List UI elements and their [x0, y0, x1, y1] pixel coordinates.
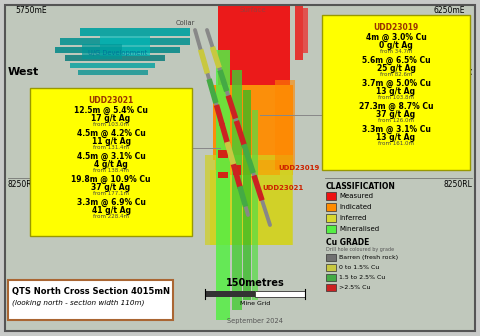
Text: >2.5% Cu: >2.5% Cu — [339, 285, 371, 290]
Text: 27.3m @ 8.7% Cu: 27.3m @ 8.7% Cu — [359, 102, 433, 111]
Bar — [326, 225, 336, 233]
Text: 13 g/t Ag: 13 g/t Ag — [376, 87, 416, 96]
Bar — [303, 8, 308, 53]
Text: from 177.1m: from 177.1m — [93, 191, 129, 196]
Text: 6250mE: 6250mE — [433, 6, 465, 15]
Text: from 34.7m: from 34.7m — [380, 49, 412, 54]
Text: Barren (fresh rock): Barren (fresh rock) — [339, 255, 398, 260]
Bar — [205, 291, 255, 297]
Text: U/G Development: U/G Development — [88, 50, 148, 56]
Bar — [210, 170, 292, 245]
Bar — [8, 280, 173, 320]
Bar — [82, 44, 122, 59]
Text: September 2024: September 2024 — [227, 318, 283, 324]
Text: Cu GRADE: Cu GRADE — [326, 238, 370, 247]
Bar — [326, 274, 336, 281]
Text: from 228.4m: from 228.4m — [93, 214, 129, 219]
Bar — [220, 160, 280, 175]
Bar — [232, 70, 242, 310]
Text: Measured: Measured — [339, 193, 373, 199]
Text: Indicated: Indicated — [339, 204, 372, 210]
Text: Mine Grid: Mine Grid — [240, 301, 270, 306]
Text: 4.5m @ 4.2% Cu: 4.5m @ 4.2% Cu — [77, 129, 145, 138]
Bar — [275, 80, 295, 170]
Text: 8250RL: 8250RL — [443, 180, 472, 189]
Bar — [216, 50, 230, 320]
Text: 3.7m @ 5.0% Cu: 3.7m @ 5.0% Cu — [361, 79, 431, 88]
Bar — [205, 155, 293, 245]
Text: 4 g/t Ag: 4 g/t Ag — [94, 160, 128, 169]
Text: 25 g/t Ag: 25 g/t Ag — [377, 64, 415, 73]
Text: 0 g/t Ag: 0 g/t Ag — [379, 41, 413, 50]
Text: from 82.6m: from 82.6m — [380, 72, 412, 77]
Bar — [326, 254, 336, 261]
Bar — [100, 36, 150, 56]
Text: UDD23021: UDD23021 — [262, 185, 303, 191]
Text: from 103.8m: from 103.8m — [378, 95, 414, 100]
Bar — [295, 5, 303, 60]
Bar — [218, 150, 228, 158]
Text: QTS North Cross Section 4015mN: QTS North Cross Section 4015mN — [12, 287, 170, 296]
Text: West: West — [8, 67, 39, 77]
Bar — [326, 264, 336, 271]
Text: from 161.0m: from 161.0m — [378, 141, 414, 146]
Bar — [80, 28, 190, 36]
Text: 37 g/t Ag: 37 g/t Ag — [376, 110, 416, 119]
Bar — [55, 47, 180, 53]
Text: Drill hole coloured by grade: Drill hole coloured by grade — [326, 247, 394, 252]
Bar — [213, 85, 293, 160]
Text: 19.8m @ 10.9% Cu: 19.8m @ 10.9% Cu — [71, 175, 151, 184]
Text: 150metres: 150metres — [226, 278, 284, 288]
Text: UDD23021: UDD23021 — [88, 96, 133, 105]
Bar — [326, 192, 336, 200]
Text: 5.6m @ 6.5% Cu: 5.6m @ 6.5% Cu — [362, 56, 430, 65]
Bar — [255, 291, 305, 297]
Text: Surface: Surface — [240, 7, 266, 13]
Text: from 126.0m: from 126.0m — [378, 118, 414, 123]
Bar — [326, 203, 336, 211]
Text: 8250RL: 8250RL — [8, 180, 37, 189]
Text: Inferred: Inferred — [339, 215, 366, 221]
Text: 4m @ 3.0% Cu: 4m @ 3.0% Cu — [366, 33, 426, 42]
Bar — [70, 63, 155, 68]
Bar — [30, 88, 192, 236]
Bar — [326, 284, 336, 291]
Bar — [78, 70, 148, 75]
Text: Mineralised: Mineralised — [339, 226, 379, 232]
Bar — [322, 15, 470, 170]
Text: 13 g/t Ag: 13 g/t Ag — [376, 133, 416, 142]
Text: 4.5m @ 3.1% Cu: 4.5m @ 3.1% Cu — [77, 152, 145, 161]
Text: 17 g/t Ag: 17 g/t Ag — [91, 114, 131, 123]
Bar — [65, 55, 165, 61]
Text: CLASSIFICATION: CLASSIFICATION — [326, 182, 396, 191]
Bar — [233, 165, 241, 175]
Text: UDD23019: UDD23019 — [373, 23, 419, 32]
Text: 3.3m @ 6.9% Cu: 3.3m @ 6.9% Cu — [77, 198, 145, 207]
Text: UDD23019: UDD23019 — [278, 165, 319, 171]
Bar — [326, 214, 336, 222]
Text: 41 g/t Ag: 41 g/t Ag — [92, 206, 131, 215]
Bar — [215, 155, 293, 175]
Bar — [60, 38, 190, 45]
Text: 3.3m @ 3.1% Cu: 3.3m @ 3.1% Cu — [361, 125, 431, 134]
Bar — [218, 172, 228, 178]
Text: 1.5 to 2.5% Cu: 1.5 to 2.5% Cu — [339, 275, 385, 280]
Text: from 131.4m: from 131.4m — [93, 145, 129, 150]
Bar — [218, 5, 290, 85]
Text: (looking north - section width 110m): (looking north - section width 110m) — [12, 299, 144, 306]
Text: 5750mE: 5750mE — [15, 6, 47, 15]
Text: 37 g/t Ag: 37 g/t Ag — [91, 183, 131, 192]
Text: East: East — [445, 67, 472, 77]
Text: 0 to 1.5% Cu: 0 to 1.5% Cu — [339, 265, 379, 270]
Text: from 138.4m: from 138.4m — [93, 168, 129, 173]
Text: Collar: Collar — [175, 20, 195, 26]
Text: from 103.0m: from 103.0m — [93, 122, 129, 127]
Bar — [252, 110, 258, 300]
Text: 11 g/t Ag: 11 g/t Ag — [92, 137, 131, 146]
Bar — [243, 90, 251, 300]
Text: 12.5m @ 5.4% Cu: 12.5m @ 5.4% Cu — [74, 106, 148, 115]
